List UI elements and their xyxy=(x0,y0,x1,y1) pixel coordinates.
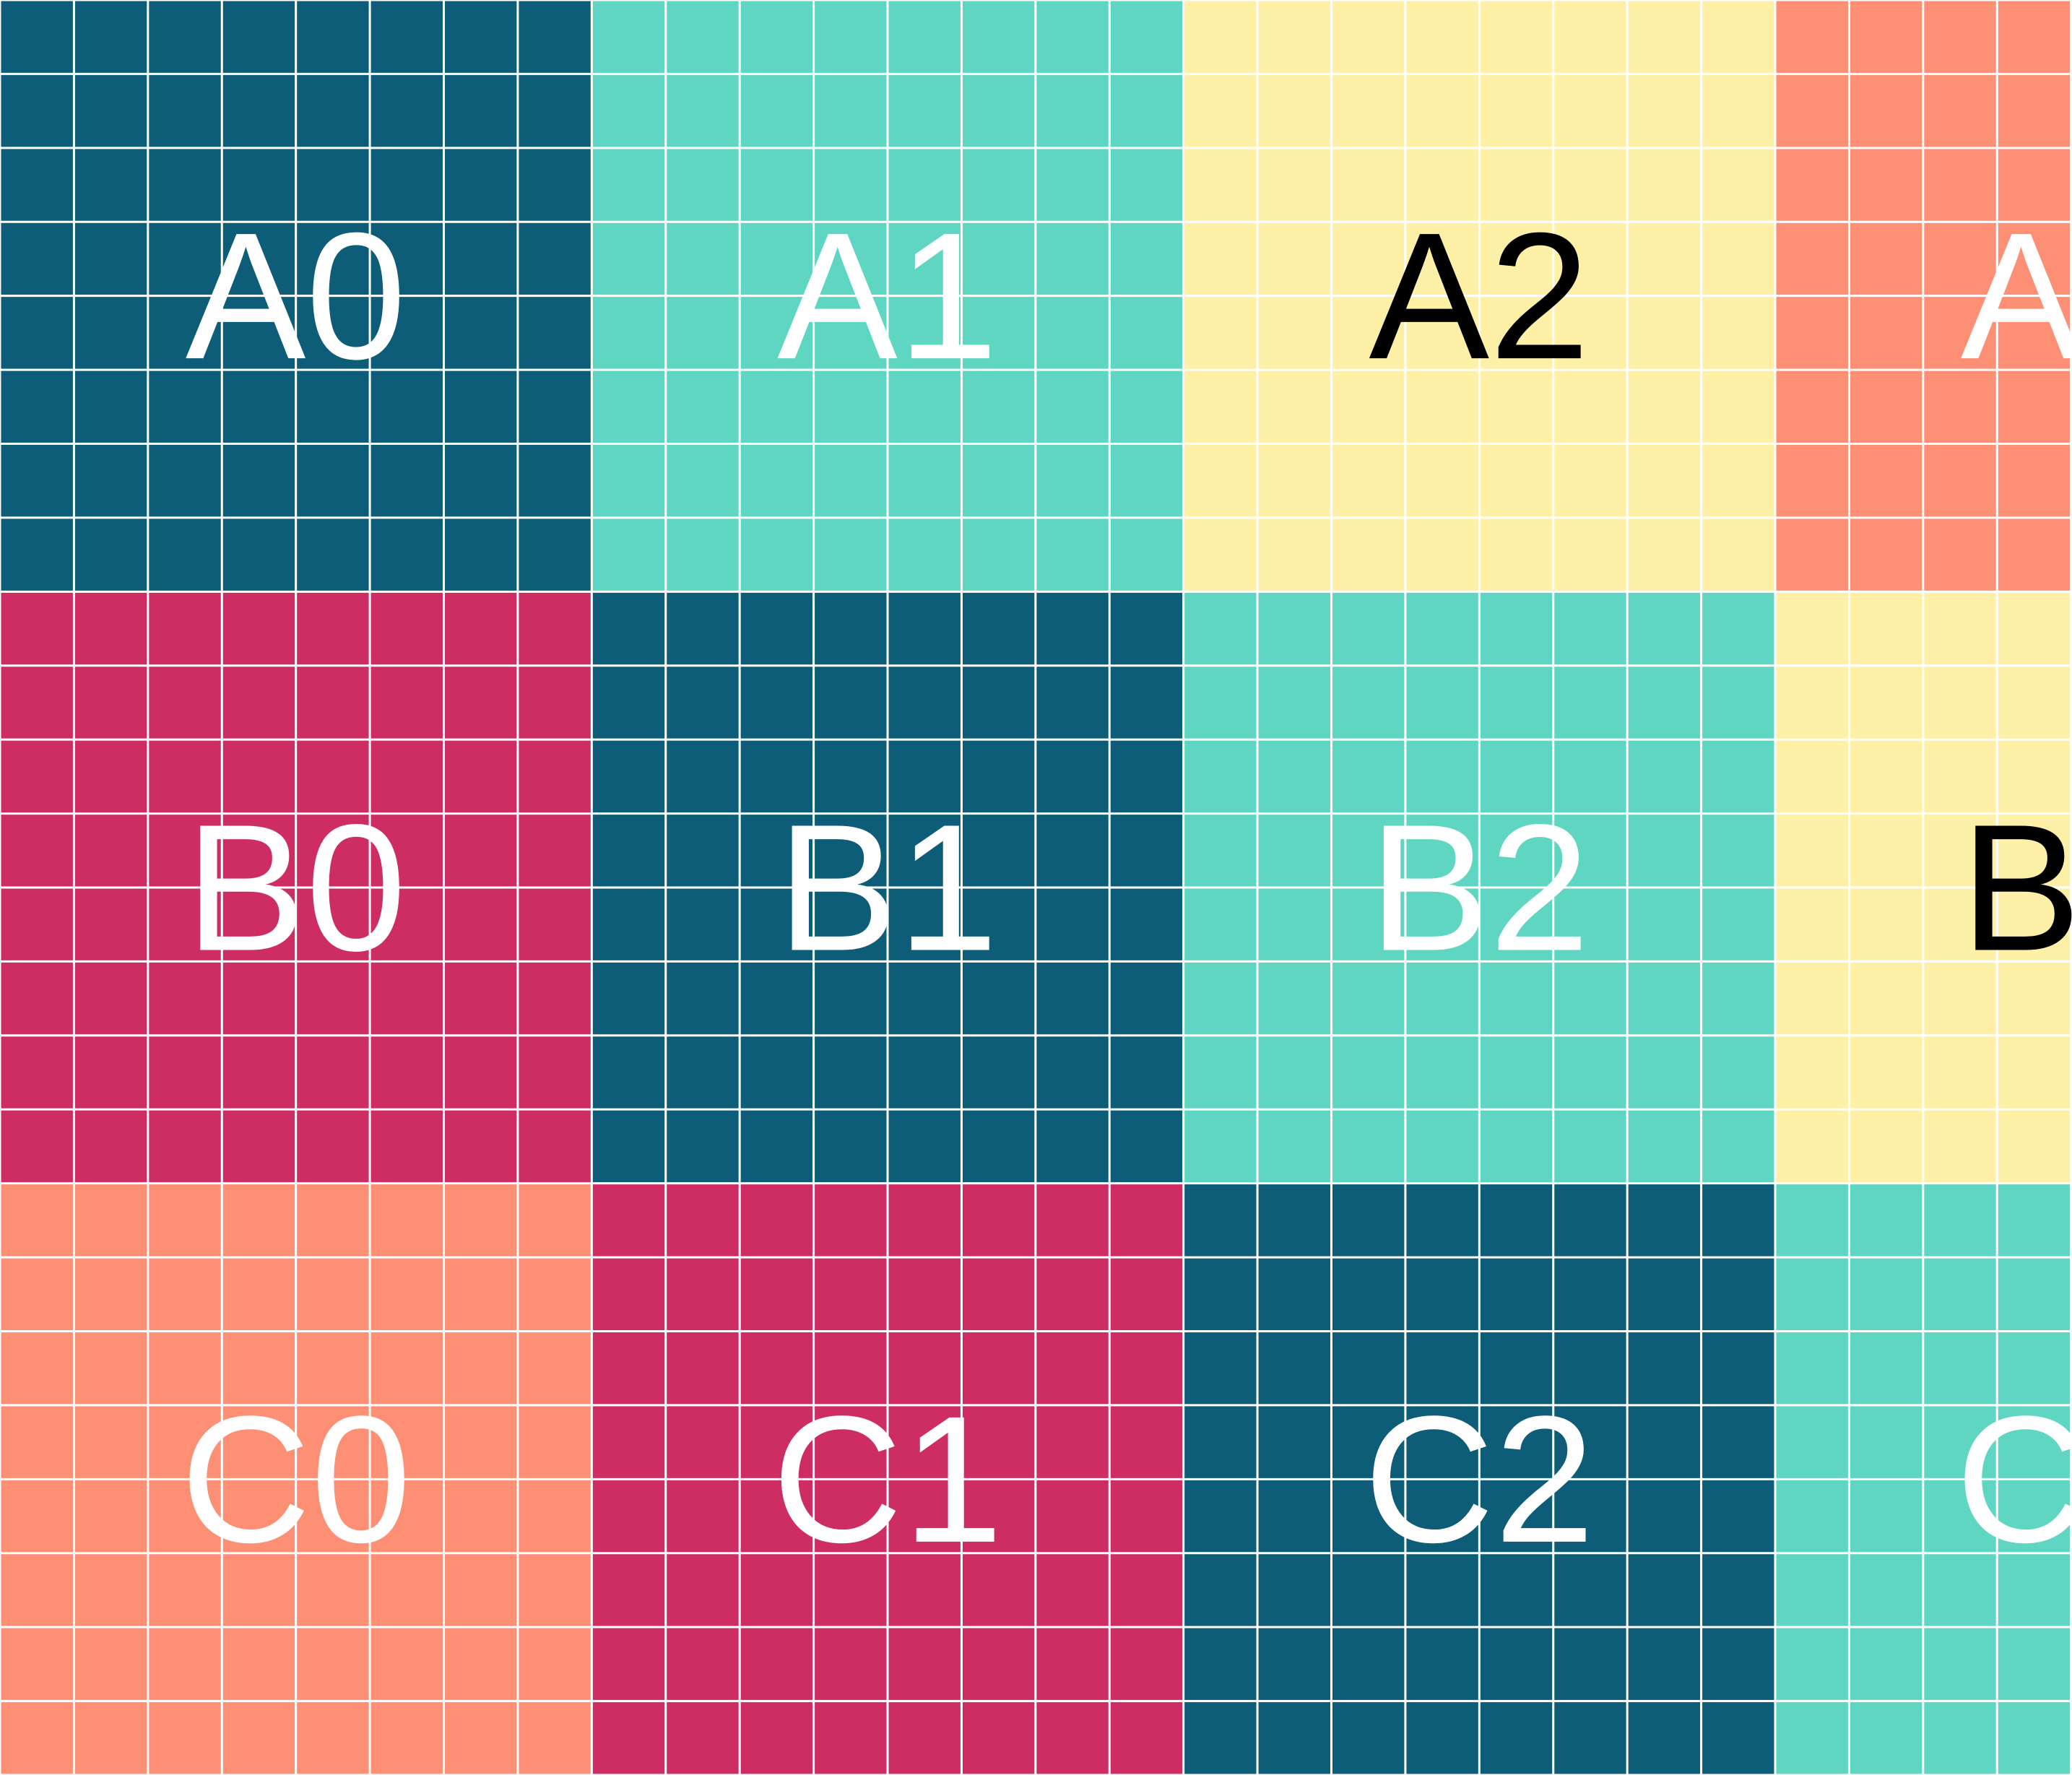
block-label: B0 xyxy=(186,787,407,989)
block-label: B2 xyxy=(1369,787,1590,989)
block-label: A1 xyxy=(777,195,998,396)
block-label: C1 xyxy=(772,1379,1003,1580)
block-label: A3 xyxy=(1961,195,2072,396)
block-label: C3 xyxy=(1956,1379,2072,1580)
block-label: B1 xyxy=(777,787,998,989)
block-label: C0 xyxy=(181,1379,412,1580)
block-label: A2 xyxy=(1369,195,1590,396)
block-label: B3 xyxy=(1961,787,2072,989)
block-label: A0 xyxy=(186,195,407,396)
block-label: C2 xyxy=(1364,1379,1595,1580)
